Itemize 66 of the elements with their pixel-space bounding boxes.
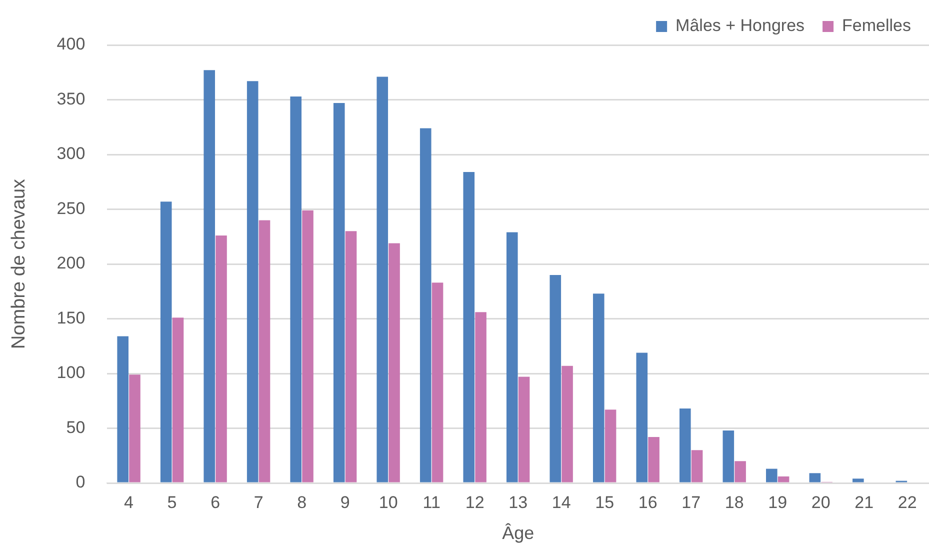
x-tick-label: 13 [508, 492, 528, 512]
x-tick-label: 17 [682, 492, 701, 512]
x-tick-label: 14 [552, 492, 571, 512]
x-tick-label: 9 [340, 492, 350, 512]
bar [636, 352, 648, 482]
bar [302, 210, 314, 482]
bar [420, 128, 432, 482]
x-tick-label: 16 [638, 492, 658, 512]
bar [604, 410, 616, 482]
bar [734, 461, 746, 482]
x-tick-label: 4 [124, 492, 134, 512]
y-tick-label: 50 [66, 418, 86, 437]
bar [778, 476, 790, 482]
bar [809, 473, 821, 482]
bar [562, 366, 573, 482]
y-tick-label: 100 [56, 363, 86, 382]
bar [172, 318, 184, 482]
bar [432, 282, 444, 482]
x-tick-label: 11 [422, 492, 440, 512]
x-tick-label: 22 [898, 492, 917, 512]
y-axis-title: Nombre de chevaux [8, 178, 30, 350]
x-tick-label: 10 [378, 492, 398, 512]
x-tick-label: 18 [724, 492, 744, 512]
legend-label: Mâles + Hongres [676, 16, 805, 36]
bar [691, 450, 703, 482]
bar [475, 312, 486, 482]
bar [216, 236, 227, 482]
legend-label: Femelles [842, 16, 912, 36]
bar [506, 232, 518, 482]
y-tick-label: 300 [56, 144, 86, 164]
bar [117, 336, 128, 482]
y-tick-label: 150 [56, 308, 86, 328]
x-tick-label: 6 [210, 492, 220, 512]
x-tick-label: 8 [297, 492, 307, 512]
bar [592, 294, 604, 482]
bar [246, 81, 258, 482]
bar [345, 231, 357, 482]
x-tick-label: 20 [811, 492, 830, 512]
x-tick-label: 15 [595, 492, 614, 512]
bar [290, 96, 302, 482]
x-tick-label: 12 [465, 492, 484, 512]
bar [204, 70, 216, 482]
bar [766, 468, 778, 482]
y-tick-label: 350 [56, 89, 86, 108]
x-tick-label: 7 [254, 492, 264, 512]
bar [376, 76, 388, 482]
x-tick-label: 5 [167, 492, 177, 512]
y-tick-label: 400 [56, 34, 86, 54]
bar [333, 103, 345, 482]
bar [388, 243, 400, 482]
bar [518, 376, 530, 482]
x-tick-label: 21 [854, 492, 874, 512]
bar [463, 172, 475, 482]
y-tick-label: 250 [56, 198, 86, 218]
y-tick-label: 200 [56, 254, 86, 273]
y-tick-label: 0 [76, 472, 86, 492]
bar [680, 408, 691, 482]
bar [129, 374, 140, 482]
bar [550, 274, 562, 482]
bar [160, 202, 172, 482]
bar [852, 478, 864, 482]
x-axis-title: Âge [502, 523, 534, 544]
bar [648, 437, 660, 482]
x-tick-label: 19 [768, 492, 788, 512]
bar [258, 220, 270, 482]
bar [722, 430, 734, 482]
